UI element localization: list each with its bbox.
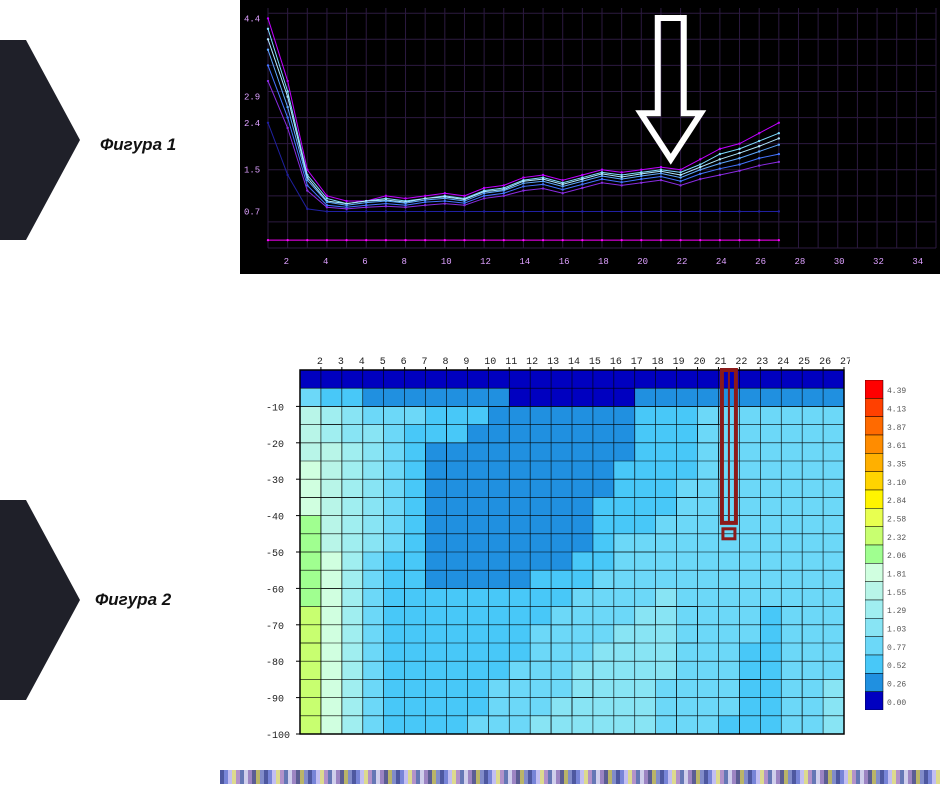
svg-text:17: 17 xyxy=(631,357,643,368)
svg-text:-90: -90 xyxy=(266,695,284,706)
svg-text:6: 6 xyxy=(401,357,407,368)
svg-text:0.26: 0.26 xyxy=(887,680,906,689)
svg-text:-50: -50 xyxy=(266,549,284,560)
page-root: Фигура 1 0.71.52.42.94.42468101214161820… xyxy=(0,0,940,788)
figure2-legend: 4.39 4.13 3.87 3.61 3.35 3.10 2.84 2.58 2.32 2.06… xyxy=(865,380,925,710)
svg-text:32: 32 xyxy=(873,257,884,267)
svg-text:1.29: 1.29 xyxy=(887,607,906,616)
pointer-shape-2 xyxy=(0,500,80,700)
svg-text:4.39: 4.39 xyxy=(887,387,906,396)
svg-text:2.32: 2.32 xyxy=(887,534,906,543)
svg-text:4: 4 xyxy=(323,257,328,267)
svg-text:2.4: 2.4 xyxy=(244,119,260,129)
svg-text:4: 4 xyxy=(359,357,365,368)
figure2-label: Фигура 2 xyxy=(95,590,171,610)
svg-text:27: 27 xyxy=(840,357,850,368)
svg-text:-20: -20 xyxy=(266,440,284,451)
svg-text:22: 22 xyxy=(677,257,688,267)
svg-text:16: 16 xyxy=(559,257,570,267)
figure1-label: Фигура 1 xyxy=(100,135,176,155)
svg-text:25: 25 xyxy=(798,357,810,368)
figure1-svg: 0.71.52.42.94.42468101214161820222426283… xyxy=(242,2,940,272)
svg-text:3.61: 3.61 xyxy=(887,442,906,451)
svg-text:18: 18 xyxy=(652,357,664,368)
figure1-chart: 0.71.52.42.94.42468101214161820222426283… xyxy=(240,0,940,274)
svg-text:34: 34 xyxy=(912,257,923,267)
svg-text:10: 10 xyxy=(441,257,452,267)
svg-text:9: 9 xyxy=(463,357,469,368)
svg-text:-40: -40 xyxy=(266,513,284,524)
svg-text:23: 23 xyxy=(756,357,768,368)
svg-text:26: 26 xyxy=(755,257,766,267)
svg-text:2: 2 xyxy=(317,357,323,368)
svg-text:-100: -100 xyxy=(266,731,290,740)
svg-text:-10: -10 xyxy=(266,403,284,414)
svg-text:21: 21 xyxy=(714,357,726,368)
svg-text:6: 6 xyxy=(362,257,367,267)
svg-text:20: 20 xyxy=(694,357,706,368)
svg-text:1.5: 1.5 xyxy=(244,166,260,176)
svg-text:3.10: 3.10 xyxy=(887,479,906,488)
svg-text:12: 12 xyxy=(480,257,491,267)
svg-text:3.35: 3.35 xyxy=(887,460,906,469)
svg-text:4.4: 4.4 xyxy=(244,14,260,24)
svg-text:22: 22 xyxy=(735,357,747,368)
svg-text:8: 8 xyxy=(442,357,448,368)
svg-text:-80: -80 xyxy=(266,658,284,669)
svg-text:5: 5 xyxy=(380,357,386,368)
svg-text:8: 8 xyxy=(402,257,407,267)
svg-text:16: 16 xyxy=(610,357,622,368)
figure2-svg: 2345678910111213141516171819202122232425… xyxy=(260,350,850,740)
svg-text:7: 7 xyxy=(422,357,428,368)
svg-text:3: 3 xyxy=(338,357,344,368)
svg-text:12: 12 xyxy=(526,357,538,368)
svg-text:18: 18 xyxy=(598,257,609,267)
svg-text:24: 24 xyxy=(716,257,727,267)
svg-text:-30: -30 xyxy=(266,476,284,487)
svg-text:2.58: 2.58 xyxy=(887,515,906,524)
footer-strip xyxy=(220,770,940,784)
figure2-heatmap: 2345678910111213141516171819202122232425… xyxy=(260,350,850,740)
svg-text:14: 14 xyxy=(568,357,580,368)
svg-text:1.55: 1.55 xyxy=(887,589,906,598)
svg-text:2: 2 xyxy=(284,257,289,267)
svg-text:-70: -70 xyxy=(266,622,284,633)
svg-text:19: 19 xyxy=(673,357,685,368)
svg-text:2.84: 2.84 xyxy=(887,497,906,506)
svg-text:-60: -60 xyxy=(266,585,284,596)
svg-text:4.13: 4.13 xyxy=(887,405,906,414)
svg-text:0.52: 0.52 xyxy=(887,662,906,671)
pointer-shape-1 xyxy=(0,40,80,240)
svg-text:3.87: 3.87 xyxy=(887,424,906,433)
svg-text:0.77: 0.77 xyxy=(887,644,906,653)
svg-text:15: 15 xyxy=(589,357,601,368)
svg-text:26: 26 xyxy=(819,357,831,368)
svg-text:20: 20 xyxy=(637,257,648,267)
legend-svg: 4.39 4.13 3.87 3.61 3.35 3.10 2.84 2.58 2.32 2.06… xyxy=(865,380,925,710)
svg-text:13: 13 xyxy=(547,357,559,368)
svg-text:14: 14 xyxy=(519,257,530,267)
svg-text:2.9: 2.9 xyxy=(244,93,260,103)
svg-text:2.06: 2.06 xyxy=(887,552,906,561)
svg-text:28: 28 xyxy=(794,257,805,267)
svg-text:0.00: 0.00 xyxy=(887,699,906,708)
svg-text:24: 24 xyxy=(777,357,789,368)
svg-text:0.7: 0.7 xyxy=(244,207,260,217)
svg-text:10: 10 xyxy=(484,357,496,368)
svg-text:1.03: 1.03 xyxy=(887,625,906,634)
svg-text:11: 11 xyxy=(505,357,517,368)
svg-text:30: 30 xyxy=(834,257,845,267)
svg-text:1.81: 1.81 xyxy=(887,570,906,579)
